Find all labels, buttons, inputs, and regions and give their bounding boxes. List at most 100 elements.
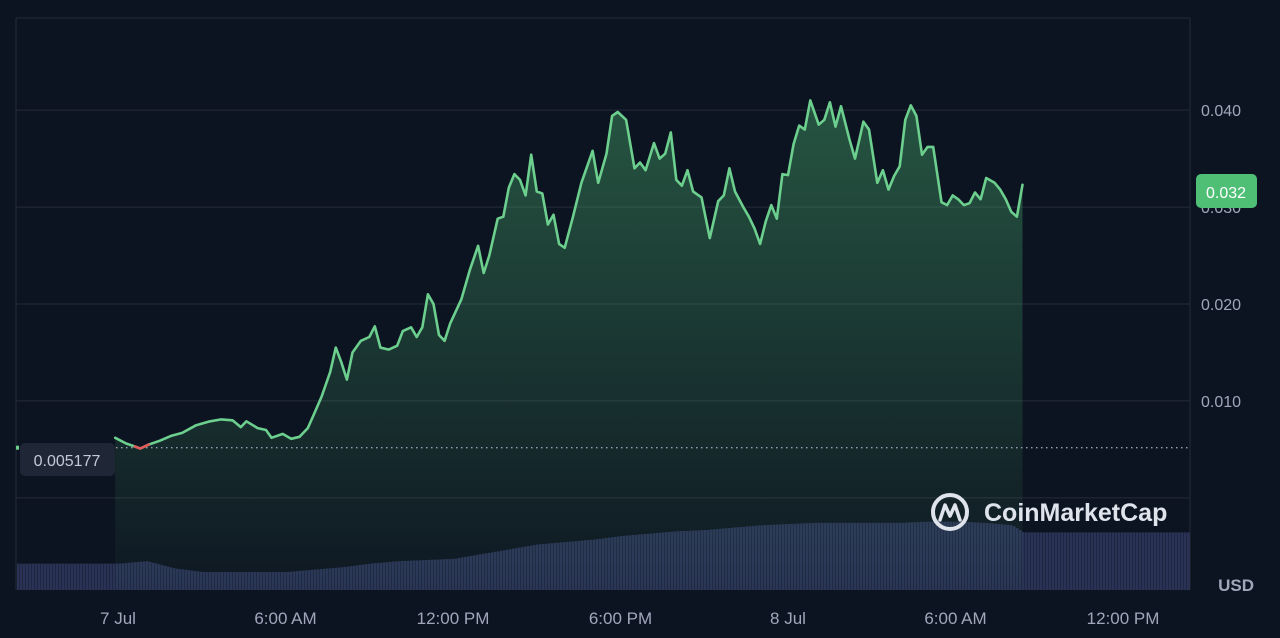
volume-bar	[1154, 532, 1157, 590]
volume-bar	[101, 563, 104, 590]
price-line-group	[113, 99, 1024, 450]
volume-bar	[1052, 532, 1055, 590]
volume-bar	[83, 563, 86, 590]
price-area-fill	[115, 100, 1023, 591]
volume-bar	[1028, 532, 1031, 590]
price-line-below-reference	[133, 443, 150, 450]
y-tick-label: 0.010	[1201, 394, 1241, 411]
volume-bar	[1142, 532, 1145, 590]
volume-bar	[1064, 532, 1067, 590]
volume-bar	[1103, 532, 1106, 590]
x-tick-label: 6:00 AM	[254, 609, 316, 628]
currency-unit-label: USD	[1218, 576, 1254, 595]
volume-bar	[1172, 532, 1175, 590]
volume-bar	[47, 563, 50, 590]
volume-bar	[107, 563, 110, 590]
current-price-label: 0.032	[1206, 185, 1246, 202]
volume-bar	[1130, 532, 1133, 590]
volume-bar	[71, 563, 74, 590]
volume-bar	[1079, 532, 1082, 590]
volume-bar	[44, 563, 47, 590]
volume-bar	[32, 563, 35, 590]
reference-marker	[16, 445, 19, 450]
volume-bar	[1151, 532, 1154, 590]
volume-bar	[1166, 532, 1169, 590]
volume-bar	[41, 563, 44, 590]
x-tick-label: 8 Jul	[770, 609, 806, 628]
volume-bar	[1031, 532, 1034, 590]
volume-bar	[1115, 532, 1118, 590]
volume-bar	[1181, 532, 1184, 590]
volume-bar	[74, 563, 77, 590]
volume-bar	[1049, 532, 1052, 590]
volume-bar	[86, 563, 89, 590]
reference-value-label: 0.005177	[34, 453, 101, 470]
x-tick-label: 6:00 PM	[589, 609, 652, 628]
volume-bar	[1058, 532, 1061, 590]
volume-bar	[1037, 532, 1040, 590]
volume-bar	[1163, 532, 1166, 590]
volume-bar	[1070, 532, 1073, 590]
volume-bar	[89, 563, 92, 590]
x-tick-label: 12:00 PM	[1087, 609, 1160, 628]
x-tick-label: 6:00 AM	[924, 609, 986, 628]
volume-bar	[113, 563, 116, 590]
volume-bar	[98, 563, 101, 590]
volume-bar	[65, 563, 68, 590]
volume-bar	[1067, 532, 1070, 590]
volume-bar	[1046, 532, 1049, 590]
volume-bar	[1034, 532, 1037, 590]
volume-bar	[38, 563, 41, 590]
current-price-badge: 0.032	[1196, 174, 1257, 208]
volume-bar	[80, 563, 83, 590]
reference-line-group	[16, 445, 1190, 450]
volume-bar	[1055, 532, 1058, 590]
volume-bar	[1148, 532, 1151, 590]
volume-bar	[50, 563, 53, 590]
volume-bar	[62, 563, 65, 590]
volume-bar	[1160, 532, 1163, 590]
volume-bar	[1136, 532, 1139, 590]
volume-bar	[1025, 532, 1028, 590]
volume-bar	[1184, 532, 1187, 590]
volume-bar	[1124, 532, 1127, 590]
volume-bar	[1169, 532, 1172, 590]
volume-bar	[1127, 532, 1130, 590]
volume-bar	[1118, 532, 1121, 590]
volume-bar	[1109, 532, 1112, 590]
volume-bar	[1085, 532, 1088, 590]
volume-bar	[20, 563, 23, 590]
volume-bar	[104, 563, 107, 590]
volume-bar	[56, 563, 59, 590]
volume-bar	[26, 563, 29, 590]
volume-bar	[35, 563, 38, 590]
volume-bar	[92, 563, 95, 590]
reference-badge: 0.005177	[20, 443, 115, 476]
volume-bar	[1082, 532, 1085, 590]
volume-bar	[1061, 532, 1064, 590]
volume-bar	[95, 563, 98, 590]
volume-bar	[1121, 532, 1124, 590]
volume-bar	[1178, 532, 1181, 590]
volume-bar	[1187, 532, 1190, 590]
volume-bar	[1097, 532, 1100, 590]
volume-bar	[1112, 532, 1115, 590]
coinmarketcap-icon	[931, 493, 969, 531]
volume-bar	[1145, 532, 1148, 590]
volume-bar	[59, 563, 62, 590]
volume-bar	[23, 563, 26, 590]
volume-bar	[1043, 532, 1046, 590]
volume-bar	[1100, 532, 1103, 590]
x-axis-ticks: 7 Jul 6:00 AM 12:00 PM 6:00 PM 8 Jul 6:00 AM 1…	[100, 609, 1159, 628]
volume-bar	[1040, 532, 1043, 590]
coinmarketcap-logo: CoinMarketCap	[931, 493, 1167, 531]
volume-bar	[1139, 532, 1142, 590]
volume-bar	[1157, 532, 1160, 590]
volume-bar	[1091, 532, 1094, 590]
volume-bar	[1133, 532, 1136, 590]
y-tick-label: 0.040	[1201, 103, 1241, 120]
volume-bar	[110, 563, 113, 590]
price-area	[115, 100, 1023, 591]
